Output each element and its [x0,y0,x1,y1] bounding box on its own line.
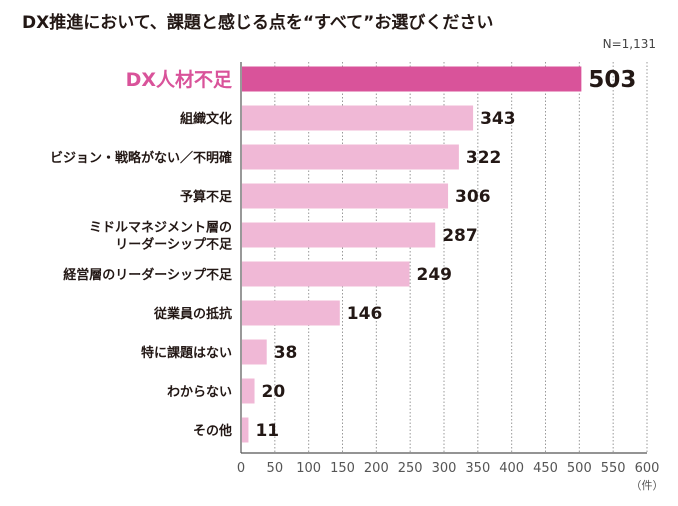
data-label: 11 [255,421,279,441]
x-tick-label: 150 [330,461,355,476]
bar [242,378,255,404]
x-tick-label: 450 [533,461,558,476]
x-tick-label: 300 [432,461,457,476]
bar [242,300,340,326]
category-label-line: その他 [193,423,232,439]
bar [242,66,582,92]
data-label: 249 [416,265,452,285]
bars: 503 DX人材不足 343 組織文化 322 ビジョン・戦略がない／不明確 306 予算不足… [50,66,636,443]
category-label-line: ビジョン・戦略がない／不明確 [50,150,232,166]
x-axis: 0 50 100 150 200 250 300 350 400 450 500 550 600 [237,62,660,476]
bar [242,105,474,131]
data-label: 38 [274,343,298,363]
category-label-line: リーダーシップ不足 [115,237,233,253]
category-label: ミドルマネジメント層のリーダーシップ不足 [89,221,233,253]
category-label: ビジョン・戦略がない／不明確 [50,150,232,166]
category-label: 従業員の抵抗 [153,306,232,322]
x-tick-label: 350 [465,461,490,476]
category-label: 組織文化 [180,111,232,127]
gridlines [274,62,648,453]
category-label: その他 [193,423,232,439]
category-label-line: DX人材不足 [126,68,233,91]
x-tick-label: 400 [499,461,524,476]
data-label: 20 [262,382,286,402]
x-axis-unit: （件） [631,479,664,492]
category-label-line: 予算不足 [180,189,233,205]
category-label-line: 経営層のリーダーシップ不足 [63,267,233,283]
x-tick-label: 200 [364,461,389,476]
x-tick-label: 100 [296,461,321,476]
category-label-line: ミドルマネジメント層の [89,221,232,236]
data-label: 146 [347,304,383,324]
category-label-line: 従業員の抵抗 [153,306,232,322]
bar [242,417,249,443]
x-tick-label: 550 [601,461,626,476]
sample-size-note: N=1,131 [603,37,656,51]
x-tick-label: 600 [635,461,660,476]
category-label: DX人材不足 [126,68,233,91]
bar [242,183,449,209]
category-label: 経営層のリーダーシップ不足 [63,267,233,283]
data-label: 306 [455,187,491,207]
category-label-line: 組織文化 [180,111,232,127]
category-label-line: わからない [167,385,232,400]
data-label: 343 [480,109,516,129]
bar [242,339,267,365]
bar [242,144,459,170]
bar [242,261,410,287]
category-label: わからない [167,385,232,400]
data-label: 287 [442,226,478,246]
data-label: 503 [588,67,636,93]
x-tick-label: 500 [567,461,592,476]
x-tick-label: 250 [398,461,423,476]
data-label: 322 [466,148,502,168]
category-label-line: 特に課題はない [141,345,232,361]
category-label: 予算不足 [180,189,233,205]
category-label: 特に課題はない [141,345,232,361]
bar [242,222,436,248]
chart-title: DX推進において、課題と感じる点を“すべて”お選びください [22,12,493,33]
x-tick-label: 50 [267,461,284,476]
x-tick-label: 0 [237,461,245,476]
